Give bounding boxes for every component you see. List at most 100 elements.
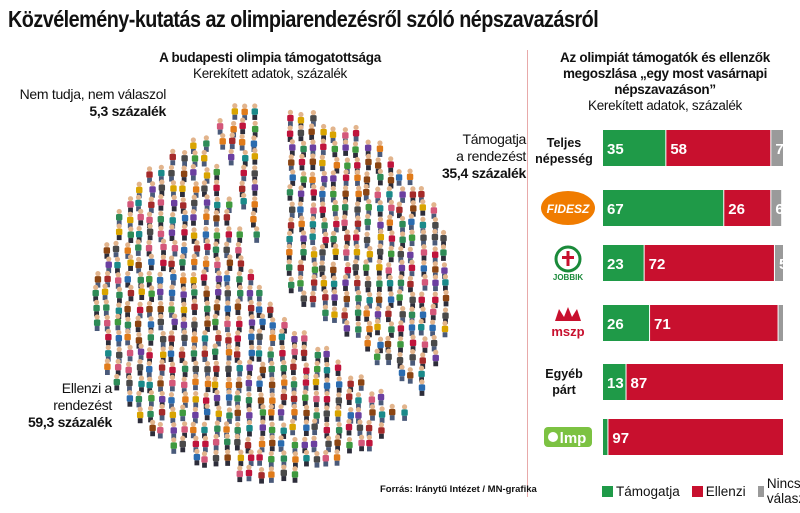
crowd-person-222 (180, 272, 187, 289)
crowd-person-495 (389, 403, 396, 421)
crowd-person-294 (322, 289, 329, 306)
crowd-person-551 (333, 449, 341, 466)
bar-title: Az olimpiát támogatók és ellenzők megosz… (530, 50, 800, 98)
bar-support-2 (603, 245, 644, 281)
crowd-person-428 (192, 373, 199, 391)
crowd-person-78 (127, 196, 134, 213)
crowd-person-207 (376, 243, 384, 261)
crowd-person-173 (309, 228, 316, 246)
crowd-person-557 (291, 466, 299, 483)
crowd-person-235 (352, 259, 359, 276)
crowd-person-236 (362, 259, 370, 276)
crowd-person-137 (190, 227, 198, 244)
crowd-person-147 (333, 215, 340, 233)
crowd-person-25 (238, 133, 246, 151)
crowd-person-433 (245, 374, 253, 392)
crowd-person-405 (236, 359, 243, 377)
crowd-person-435 (268, 376, 276, 394)
crowd-person-256 (224, 284, 231, 302)
crowd-person-300 (387, 291, 395, 308)
crowd-person-239 (398, 259, 406, 277)
crowd-person-67 (300, 171, 307, 188)
crowd-person-208 (387, 245, 395, 263)
crowd-person-13 (297, 124, 305, 142)
crowd-person-340 (147, 329, 155, 346)
crowd-person-367 (126, 344, 134, 362)
crowd-person-94 (330, 185, 337, 203)
label-dont-know-text: Nem tudja, nem válaszol (19, 86, 167, 102)
crowd-person-69 (321, 170, 328, 188)
crowd-person-217 (124, 270, 131, 288)
crowd-person-139 (213, 227, 221, 244)
crowd-person-555 (268, 466, 275, 483)
crowd-person-59 (170, 180, 177, 197)
crowd-person-398 (158, 359, 166, 376)
crowd-person-438 (302, 374, 310, 391)
crowd-person-346 (215, 329, 222, 347)
crowd-person-357 (366, 320, 373, 338)
legend-item-none: Nincs válasz (757, 476, 800, 506)
crowd-person-1 (241, 103, 248, 121)
crowd-person-404 (225, 360, 232, 378)
crowd-person-308 (114, 313, 122, 331)
crowd-person-422 (126, 374, 133, 392)
bar-oppose-3 (650, 305, 778, 341)
crowd-person-421 (113, 373, 120, 391)
crowd-person-391 (421, 336, 429, 353)
crowd-person-161 (145, 239, 153, 257)
crowd-person-192 (168, 255, 175, 273)
crowd-person-409 (280, 359, 287, 377)
crowd-person-66 (289, 169, 296, 186)
crowd-person-184 (431, 228, 439, 246)
crowd-person-61 (192, 181, 200, 198)
bar-oppose-5 (608, 419, 783, 455)
bar-row-0: 35 58 7 (603, 130, 784, 166)
crowd-person-539 (201, 451, 208, 468)
crowd-person-206 (366, 245, 374, 263)
crowd-person-301 (396, 289, 403, 306)
crowd-person-183 (420, 229, 427, 246)
crowd-person-109 (181, 209, 189, 227)
crowd-person-456 (225, 389, 233, 406)
crowd-person-191 (160, 254, 167, 272)
crowd-person-121 (341, 199, 349, 216)
crowd-person-286 (213, 298, 221, 316)
crowd-person-43 (228, 148, 235, 166)
crowd-person-553 (245, 464, 253, 482)
crowd-person-283 (180, 301, 188, 319)
bar-support-1 (603, 190, 724, 226)
crowd-person-273 (432, 274, 439, 292)
bar-oppose-1 (724, 190, 771, 226)
crowd-person-390 (409, 334, 417, 352)
crowd-person-467 (346, 388, 353, 406)
label-oppose-line1: Ellenzi a (61, 380, 113, 396)
crowd-person-554 (258, 466, 265, 484)
crowd-person-328 (363, 305, 370, 322)
crowd-person-39 (180, 165, 188, 183)
crowd-person-474 (158, 403, 166, 421)
crowd-person-284 (191, 298, 198, 316)
crowd-person-165 (193, 240, 201, 257)
crowd-person-376 (225, 343, 233, 361)
crowd-person-547 (292, 451, 299, 468)
crowd-person-489 (323, 405, 330, 422)
crowd-person-413 (323, 361, 331, 379)
crowd-person-234 (344, 261, 352, 279)
bar-label-support-4: 13 (607, 375, 624, 392)
crowd-person-498 (157, 421, 164, 439)
crowd-person-548 (303, 449, 310, 467)
crowd-person-199 (286, 243, 293, 261)
crowd-person-248 (138, 283, 145, 301)
crowd-person-349 (248, 328, 255, 346)
crowd-person-458 (245, 391, 253, 409)
crowd-person-47 (298, 153, 306, 171)
crowd-person-307 (104, 314, 111, 332)
crowd-person-197 (226, 254, 234, 271)
crowd-person-276 (103, 299, 110, 316)
crowd-person-325 (331, 306, 338, 323)
crowd-person-293 (309, 290, 317, 308)
crowd-person-543 (247, 449, 255, 467)
legend: Támogatja Ellenzi Nincs válasz (602, 476, 800, 506)
crowd-person-53 (365, 153, 372, 171)
crowd-person-153 (399, 215, 406, 233)
